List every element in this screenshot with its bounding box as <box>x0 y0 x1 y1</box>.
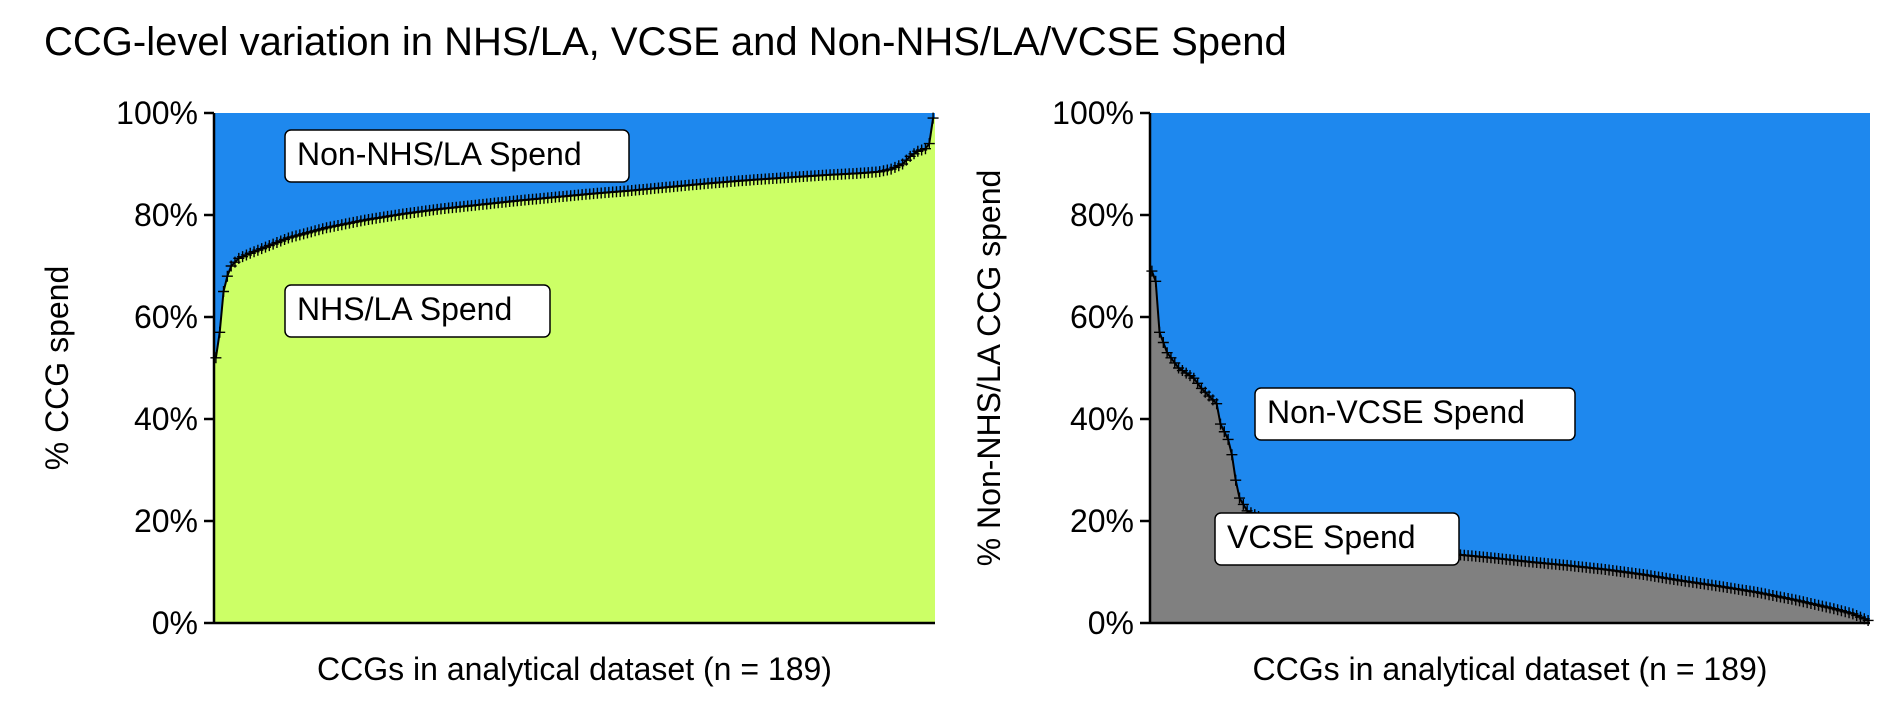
y-tick-label: 60% <box>134 299 198 335</box>
ccg-point <box>218 286 230 297</box>
ccg-point <box>923 138 935 150</box>
figure-title: CCG-level variation in NHS/LA, VCSE and … <box>44 20 1287 64</box>
ccg-point <box>1222 433 1234 445</box>
y-tick-label: 60% <box>1070 299 1134 335</box>
ccg-point <box>1230 474 1242 486</box>
ccg-markers <box>210 112 939 364</box>
ccg-point <box>927 112 939 124</box>
left-chart-panel: 0% 20% 40% 60% 80% 100% CCGs in analytical dat… <box>39 95 939 687</box>
ccg-point <box>210 352 222 364</box>
series-label: NHS/LA Spend <box>284 284 551 338</box>
ccg-point <box>1218 426 1230 438</box>
y-tick-label: 0% <box>152 605 198 641</box>
series-label-box <box>1214 512 1460 566</box>
ccg-point <box>1226 449 1238 461</box>
series-label-text: NHS/LA Spend <box>297 291 512 327</box>
y-tick-label: 80% <box>134 197 198 233</box>
ccg-point <box>1146 265 1158 277</box>
ccg-point <box>1234 492 1246 504</box>
ccg-point <box>1211 398 1223 410</box>
y-tick-label: 100% <box>1052 95 1134 131</box>
ccg-point <box>221 270 233 282</box>
series-label-box <box>284 284 551 338</box>
y-tick-label: 20% <box>1070 503 1134 539</box>
series-label: Non-VCSE Spend <box>1254 387 1576 441</box>
ccg-point <box>1237 498 1249 510</box>
y-tick-label: 80% <box>1070 197 1134 233</box>
series-label-text: Non-NHS/LA Spend <box>297 136 582 172</box>
y-axis-title: % CCG spend <box>39 266 75 471</box>
series-label-text: VCSE Spend <box>1227 519 1416 555</box>
ccg-point <box>1214 418 1226 430</box>
series-label: VCSE Spend <box>1214 512 1460 566</box>
x-axis-title: CCGs in analytical dataset (n = 189) <box>1253 651 1768 687</box>
ccg-point <box>214 326 226 338</box>
series-label-text: Non-VCSE Spend <box>1267 394 1525 430</box>
area-vcse-spend <box>1150 271 1870 623</box>
x-axis-title: CCGs in analytical dataset (n = 189) <box>317 651 832 687</box>
series-label-box <box>284 129 630 183</box>
ccg-point <box>1150 275 1162 287</box>
y-tick-label: 40% <box>1070 401 1134 437</box>
ccg-point <box>1157 337 1169 348</box>
area-nhs-la-spend <box>214 118 935 623</box>
ccg-point <box>1154 326 1166 338</box>
y-tick-label: 0% <box>1088 605 1134 641</box>
right-chart-panel: 0% 20% 40% 60% 80% 100% CCGs in analytical dat… <box>971 95 1874 687</box>
series-label-box <box>1254 387 1576 441</box>
series-label: Non-NHS/LA Spend <box>284 129 630 183</box>
y-tick-label: 40% <box>134 401 198 437</box>
y-tick-label: 100% <box>116 95 198 131</box>
y-axis-title: % Non-NHS/LA CCG spend <box>971 170 1007 567</box>
y-tick-label: 20% <box>134 503 198 539</box>
